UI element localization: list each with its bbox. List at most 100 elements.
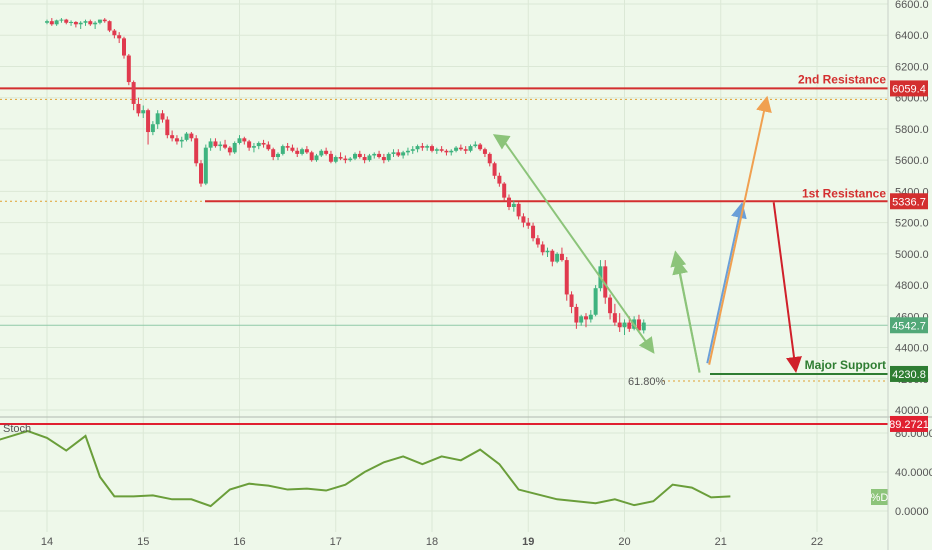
candle bbox=[497, 175, 502, 184]
candle bbox=[88, 21, 93, 25]
candle bbox=[478, 144, 483, 150]
candle bbox=[579, 316, 584, 323]
candle bbox=[612, 313, 617, 323]
stoch-level-tag: 89.2721 bbox=[889, 419, 929, 431]
x-tick-label: 16 bbox=[233, 536, 245, 548]
candle bbox=[49, 21, 54, 25]
candle bbox=[415, 146, 420, 150]
major-support-label: Major Support bbox=[805, 358, 886, 372]
candle bbox=[343, 158, 348, 161]
price-tick-label: 4800.0 bbox=[895, 280, 929, 292]
projection-arrows bbox=[492, 95, 802, 373]
candle bbox=[430, 146, 434, 151]
candle bbox=[492, 163, 497, 176]
candle bbox=[97, 19, 102, 23]
candle bbox=[391, 152, 396, 154]
arrow-orange-up bbox=[708, 95, 772, 365]
candle bbox=[454, 147, 459, 151]
arrow-red-down bbox=[772, 202, 802, 373]
candle bbox=[266, 144, 271, 150]
price-tick-label: 6600.0 bbox=[895, 0, 929, 11]
candle bbox=[367, 155, 372, 161]
candle bbox=[174, 138, 179, 142]
candle bbox=[636, 319, 641, 331]
stoch-panel: Stoch %D bbox=[0, 422, 888, 508]
candle bbox=[160, 113, 165, 120]
candle bbox=[420, 146, 425, 148]
arrow-green-up bbox=[492, 134, 511, 150]
candle bbox=[102, 19, 107, 22]
first-resistance-tag-bg bbox=[890, 193, 928, 210]
candle bbox=[434, 149, 439, 151]
candle bbox=[300, 149, 305, 154]
candle bbox=[507, 197, 511, 207]
candle bbox=[545, 250, 550, 253]
candle bbox=[627, 322, 632, 329]
candle bbox=[439, 149, 444, 151]
candle bbox=[535, 238, 540, 245]
chart-background bbox=[0, 0, 888, 550]
stoch-badge bbox=[871, 489, 888, 505]
candle bbox=[574, 306, 579, 323]
candle bbox=[54, 20, 59, 25]
major-support-tag: 4230.8 bbox=[892, 369, 926, 381]
second-resistance-tag-bg bbox=[890, 80, 928, 97]
price-tags: 6059.4 5336.7 4542.7 4230.8 89.2721 bbox=[889, 80, 929, 432]
candle bbox=[348, 158, 353, 161]
candle bbox=[170, 135, 175, 139]
candle bbox=[444, 150, 449, 153]
candle bbox=[309, 152, 314, 161]
candle bbox=[78, 22, 83, 25]
candle bbox=[237, 138, 242, 143]
candle bbox=[328, 153, 333, 162]
candle bbox=[232, 142, 237, 153]
candle bbox=[588, 314, 593, 320]
first-resistance-tag: 5336.7 bbox=[892, 196, 926, 208]
candle bbox=[251, 146, 256, 148]
candle bbox=[405, 150, 410, 153]
price-tick-label: 5000.0 bbox=[895, 249, 929, 261]
candle bbox=[203, 147, 208, 184]
candle bbox=[256, 142, 261, 147]
candle bbox=[396, 152, 401, 156]
candle bbox=[338, 157, 343, 159]
candle bbox=[295, 150, 300, 154]
x-tick-label: 19 bbox=[522, 536, 534, 548]
price-tick-label: 5600.0 bbox=[895, 155, 929, 167]
price-tick-label: 4000.0 bbox=[895, 405, 929, 417]
candle bbox=[550, 250, 555, 262]
x-tick-label: 14 bbox=[41, 536, 53, 548]
second-resistance-tag: 6059.4 bbox=[892, 83, 926, 95]
candle bbox=[333, 157, 338, 162]
candle bbox=[584, 316, 588, 320]
x-tick-label: 15 bbox=[137, 536, 149, 548]
fib-label: 61.80% bbox=[628, 376, 666, 388]
candle bbox=[319, 150, 324, 156]
candle bbox=[569, 294, 574, 307]
candle bbox=[555, 253, 560, 262]
candle bbox=[126, 55, 131, 83]
x-tick-label: 17 bbox=[330, 536, 342, 548]
candle bbox=[64, 19, 69, 23]
candle bbox=[593, 288, 598, 315]
candle bbox=[112, 30, 117, 36]
price-tick-label: 6200.0 bbox=[895, 61, 929, 73]
current-price-tag: 4542.7 bbox=[892, 320, 926, 332]
candle bbox=[227, 147, 232, 153]
arrow-blue-up bbox=[706, 201, 747, 364]
candle bbox=[357, 153, 362, 158]
candle bbox=[184, 133, 189, 140]
candle bbox=[410, 149, 415, 151]
candle bbox=[540, 244, 545, 253]
candle bbox=[487, 153, 492, 164]
candle bbox=[73, 21, 78, 25]
x-tick-label: 22 bbox=[811, 536, 823, 548]
price-tick-label: 5800.0 bbox=[895, 124, 929, 136]
candle bbox=[218, 144, 223, 147]
candle bbox=[146, 110, 151, 133]
candle bbox=[353, 153, 357, 159]
candle bbox=[449, 150, 454, 153]
candle bbox=[247, 141, 252, 148]
candle bbox=[276, 153, 280, 158]
